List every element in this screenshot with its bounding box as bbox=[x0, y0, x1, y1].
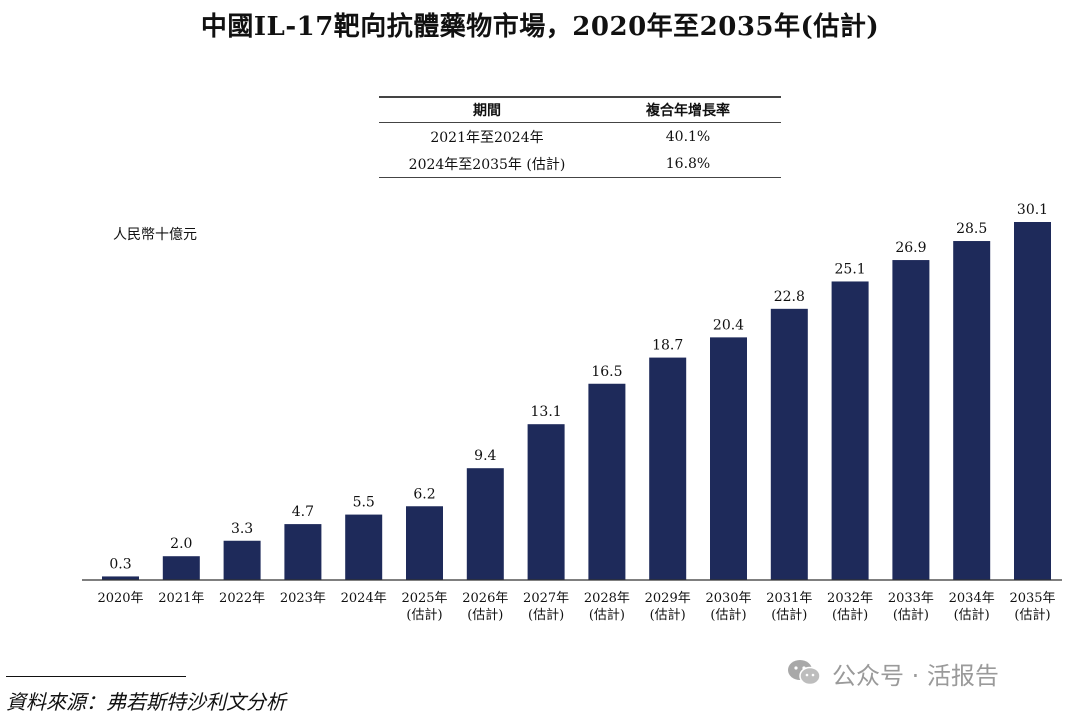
bar bbox=[710, 337, 747, 580]
x-tick-label: 2028年 bbox=[584, 591, 630, 606]
x-tick-label: (估計) bbox=[893, 607, 929, 623]
data-label: 22.8 bbox=[774, 289, 805, 305]
x-tick-label: 2030年 bbox=[705, 591, 751, 606]
watermark-text: 公众号 · 活报告 bbox=[832, 661, 999, 690]
x-tick-label: 2034年 bbox=[949, 591, 995, 606]
bar bbox=[223, 540, 261, 580]
bar bbox=[892, 260, 930, 580]
data-label: 5.5 bbox=[353, 495, 375, 511]
y-axis-unit-label: 人民幣十億元 bbox=[113, 227, 197, 243]
x-tick-label: 2033年 bbox=[888, 591, 934, 606]
data-label: 25.1 bbox=[835, 261, 866, 277]
cagr-row: 2024年至2035年 (估計) 16.8% bbox=[379, 150, 781, 178]
x-tick-label: 2035年 bbox=[1009, 591, 1055, 606]
bar bbox=[649, 357, 687, 580]
cagr-row: 2021年至2024年 40.1% bbox=[379, 123, 781, 151]
source-divider bbox=[6, 676, 186, 677]
x-tick-label: 2022年 bbox=[219, 591, 265, 606]
bar bbox=[406, 506, 443, 580]
x-tick-label: (估計) bbox=[589, 607, 625, 623]
x-tick-label: (估計) bbox=[406, 607, 442, 623]
data-label: 20.4 bbox=[713, 317, 744, 333]
data-label: 4.7 bbox=[292, 504, 314, 520]
data-label: 9.4 bbox=[474, 448, 496, 464]
data-label: 3.3 bbox=[231, 521, 253, 537]
cagr-period: 2021年至2024年 bbox=[430, 129, 544, 146]
x-tick-label: 2024年 bbox=[341, 591, 387, 606]
data-label: 6.2 bbox=[413, 486, 435, 502]
cagr-rate: 40.1% bbox=[665, 128, 711, 145]
bar bbox=[345, 514, 383, 580]
x-tick-label: 2023年 bbox=[280, 591, 326, 606]
data-label: 30.1 bbox=[1017, 202, 1048, 218]
x-tick-label: 2021年 bbox=[158, 591, 204, 606]
x-tick-label: (估計) bbox=[771, 607, 807, 623]
bar bbox=[102, 576, 139, 580]
x-tick-label: (估計) bbox=[650, 607, 686, 623]
data-label: 26.9 bbox=[895, 240, 926, 256]
source-note: 資料來源：弗若斯特沙利文分析 bbox=[6, 690, 286, 714]
x-tick-label: (估計) bbox=[954, 607, 990, 623]
x-tick-label: (估計) bbox=[832, 607, 868, 623]
bar bbox=[588, 383, 626, 580]
cagr-header-period: 期間 bbox=[379, 96, 595, 123]
bar bbox=[527, 424, 565, 580]
data-label: 18.7 bbox=[652, 338, 683, 354]
bar bbox=[831, 281, 869, 580]
bar bbox=[162, 556, 200, 580]
bar bbox=[466, 468, 504, 580]
x-tick-label: (估計) bbox=[710, 607, 746, 623]
bar bbox=[770, 308, 808, 580]
data-label: 13.1 bbox=[531, 404, 562, 420]
x-tick-label: 2027年 bbox=[523, 591, 569, 606]
cagr-rate: 16.8% bbox=[595, 150, 781, 178]
x-tick-label: (估計) bbox=[1014, 607, 1050, 623]
cagr-period: 2024年至2035年 (估計) bbox=[379, 150, 595, 178]
watermark: 公众号 · 活报告 bbox=[786, 656, 1066, 690]
bar bbox=[284, 524, 322, 580]
bar bbox=[1014, 222, 1051, 580]
x-tick-label: 2025年 bbox=[401, 591, 447, 606]
x-tick-label: 2031年 bbox=[766, 591, 812, 606]
x-tick-label: 2026年 bbox=[462, 591, 508, 606]
x-tick-label: 2029年 bbox=[645, 591, 691, 606]
data-label: 2.0 bbox=[170, 536, 192, 552]
x-tick-label: 2032年 bbox=[827, 591, 873, 606]
cagr-header-rate: 複合年增長率 bbox=[595, 96, 781, 123]
bar bbox=[953, 241, 991, 580]
wechat-icon bbox=[788, 660, 821, 686]
data-label: 28.5 bbox=[956, 221, 987, 237]
bar-chart: 0.3 2020年 2.0 2021年 3.3 2022年 4.7 2023年 5.5 2024年… bbox=[82, 202, 1062, 623]
data-label: 16.5 bbox=[591, 364, 622, 380]
x-tick-label: (估計) bbox=[528, 607, 564, 623]
chart-title: 中國IL-17靶向抗體藥物市場，2020年至2035年(估計) bbox=[200, 12, 880, 42]
x-tick-label: (估計) bbox=[467, 607, 503, 623]
cagr-table: 期間 複合年增長率 2021年至2024年 40.1% 2024年至2035年 … bbox=[379, 96, 781, 178]
x-tick-label: 2020年 bbox=[97, 591, 143, 606]
data-label: 0.3 bbox=[109, 556, 131, 572]
